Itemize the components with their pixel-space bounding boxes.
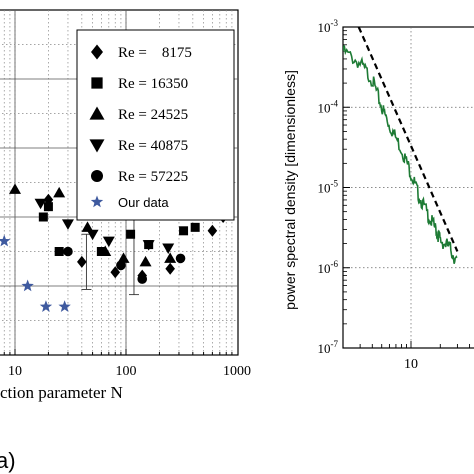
data-point-star (39, 300, 53, 312)
data-point-triangle-up (53, 186, 66, 198)
left-x-tick-label: 10 (8, 364, 22, 379)
data-point-square (38, 212, 48, 222)
data-point-circle (116, 260, 126, 271)
data-point-star (21, 279, 34, 292)
data-point-square (96, 247, 106, 256)
data-point-star (0, 234, 11, 247)
data-point-diamond (165, 262, 175, 275)
legend-label: Our data (118, 195, 169, 210)
legend-label: Re = 57225 (118, 169, 188, 185)
legend-box (76, 29, 235, 221)
data-point-square (43, 202, 53, 212)
left-x-tick-label: 1000 (223, 364, 251, 379)
data-point-diamond (110, 266, 121, 279)
data-point-triangle-down (86, 229, 99, 241)
right-x-tick-labels: 10 (404, 357, 418, 372)
reference-slope-line (357, 27, 459, 252)
data-point-square (190, 222, 200, 232)
legend-marker-triangle-up (89, 106, 105, 120)
right-y-tick-label: 10-4 (318, 98, 339, 115)
legend-marker-star (90, 195, 104, 208)
right-y-tick-label: 10-7 (318, 339, 339, 356)
left-chart: 10 100 1000 ction parameter N Re = 8175Re … (0, 9, 251, 402)
data-point-triangle-down (102, 236, 115, 248)
data-point-circle (63, 246, 73, 257)
panel-label-a: a) (0, 448, 16, 473)
right-y-axis-label: power spectral density [dimensionless] (282, 70, 298, 310)
data-point-circle (137, 274, 148, 284)
data-point-triangle-down (142, 240, 155, 251)
legend: Re = 8175 Re = 16350 Re = 24525 Re = 40875 R… (76, 29, 235, 221)
right-y-tick-label: 10-5 (318, 179, 339, 196)
data-point-triangle-up (139, 255, 152, 267)
data-point-triangle-down (34, 198, 47, 210)
right-chart: 10-3 10-4 10-5 10-6 10-7 10 power spectral d… (282, 18, 474, 372)
data-point-triangle-up (117, 252, 130, 263)
left-points (0, 183, 228, 312)
left-x-tick-label: 100 (116, 364, 137, 379)
legend-marker-square (91, 77, 103, 89)
data-point-triangle-down (61, 219, 74, 230)
right-x-tick-label: 10 (404, 357, 418, 372)
legend-label: Re = 16350 (118, 76, 188, 92)
legend-label: Re = 40875 (118, 138, 188, 154)
right-grid (342, 26, 474, 349)
legend-label: Re = 24525 (118, 107, 188, 123)
data-point-diamond (43, 193, 54, 206)
data-point-triangle-up (164, 252, 177, 263)
legend-label: Re = 8175 (118, 45, 192, 61)
legend-marker-triangle-down (89, 139, 105, 153)
left-x-axis-label: ction parameter N (0, 383, 123, 402)
legend-marker-circle (91, 170, 103, 182)
data-point-circle (175, 253, 186, 264)
data-point-square (126, 229, 136, 239)
legend-marker-diamond (91, 44, 103, 60)
right-y-tick-label: 10-6 (318, 259, 339, 276)
data-point-square (54, 247, 64, 256)
data-point-triangle-up (99, 245, 112, 256)
data-point-star (58, 300, 71, 312)
right-y-tick-label: 10-3 (318, 18, 339, 35)
data-point-triangle-up (81, 221, 94, 232)
data-point-diamond (77, 255, 87, 268)
data-point-diamond (207, 224, 218, 237)
data-point-triangle-down (162, 243, 175, 255)
right-y-tick-labels: 10-3 10-4 10-5 10-6 10-7 (318, 18, 339, 356)
data-point-triangle-up (9, 183, 21, 194)
right-lines (343, 27, 459, 264)
legend-items: Re = 8175 Re = 16350 Re = 24525 Re = 40875 R… (89, 44, 192, 210)
spectrum-line (343, 45, 458, 264)
data-point-square (179, 226, 189, 236)
left-x-tick-labels: 10 100 1000 (8, 364, 251, 379)
